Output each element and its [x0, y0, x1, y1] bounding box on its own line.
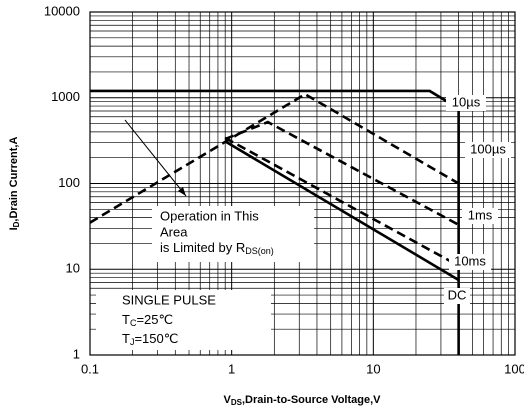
note-text: =25℃ [136, 312, 173, 327]
label-bg [449, 254, 491, 270]
label-bg [446, 95, 486, 111]
x-axis-label: VDS,Drain-to-Source Voltage,V [223, 394, 381, 407]
x-axis-label: ,Drain-to-Source Voltage,V [242, 394, 381, 406]
plot-frame [89, 11, 516, 356]
note-text: TJ=150℃ [122, 331, 178, 347]
annotation-text: Area [160, 224, 188, 239]
annotation-sub: DS(on) [245, 246, 274, 256]
label-bg [444, 288, 470, 304]
series-label: 1ms [468, 207, 493, 222]
y-axis-label: ,Drain Current,A [8, 137, 20, 222]
x-tick-label: 10 [366, 361, 380, 376]
note-title: SINGLE PULSE [122, 292, 216, 307]
note-sub: C [130, 318, 137, 328]
note-text: =150℃ [134, 331, 178, 346]
annotation-arrow [124, 119, 187, 197]
x-tick-label: 1 [228, 361, 235, 376]
note-text: TC=25℃ [122, 312, 173, 328]
series-line [224, 140, 460, 282]
annotation-text: R [236, 240, 245, 255]
y-tick-label: 1000 [51, 89, 80, 104]
series-label: 10ms [454, 253, 486, 268]
annotation-bg [152, 206, 314, 262]
series-label: DC [448, 287, 467, 302]
y-tick-label: 1 [73, 346, 80, 361]
y-tick-label: 10000 [44, 3, 80, 18]
annotation-text: is Limited by RDS(on) [160, 240, 274, 256]
x-tick-label: 0.1 [81, 361, 99, 376]
note-text: T [122, 331, 130, 346]
note-bg [96, 290, 271, 350]
y-tick-label: 100 [58, 175, 80, 190]
label-bg [465, 142, 511, 158]
series-line [224, 120, 460, 226]
x-axis-label: V [223, 394, 231, 406]
note-sub: J [130, 337, 135, 347]
x-axis-label: DS [231, 398, 243, 407]
series-label: 10µs [452, 94, 481, 109]
series-line [224, 136, 460, 267]
x-tick-label: 100 [504, 361, 524, 376]
annotation-text: Operation in This [160, 208, 259, 223]
y-axis-label: D [12, 221, 21, 227]
note-text: T [122, 312, 130, 327]
y-axis-label: ID,Drain Current,A [8, 137, 21, 231]
series-label: 100µs [470, 141, 506, 156]
series-line [89, 92, 460, 224]
arrow-head [178, 187, 186, 196]
y-axis-label: I [8, 227, 20, 230]
label-bg [462, 208, 498, 224]
annotation-text: is Limited by [160, 240, 236, 255]
series-line [90, 89, 460, 355]
y-tick-label: 10 [66, 261, 80, 276]
